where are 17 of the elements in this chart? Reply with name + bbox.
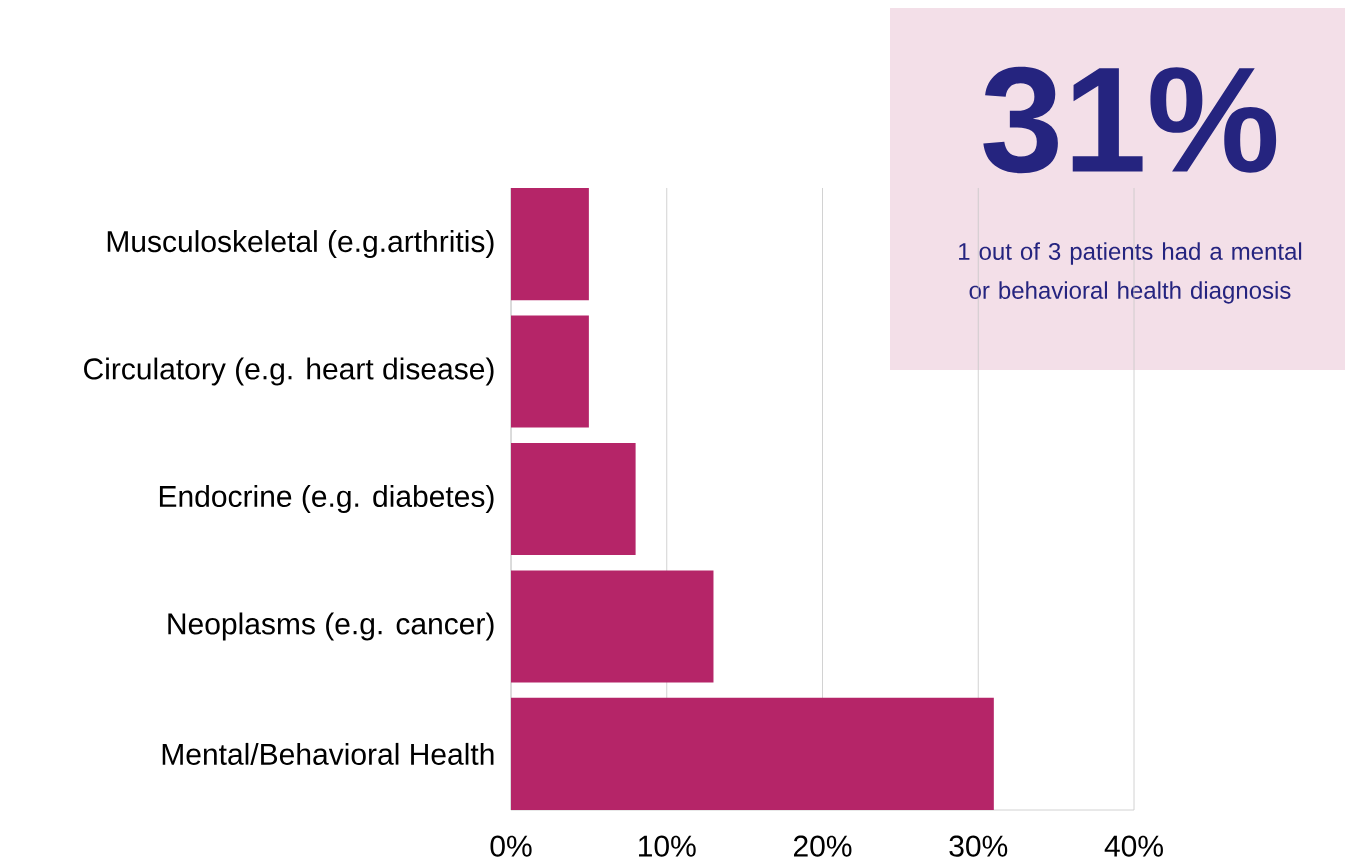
text: 31% bbox=[983, 66, 1277, 174]
y-tick-label: Mental/Behavioral Health bbox=[162, 742, 494, 765]
bar bbox=[511, 570, 714, 683]
bar bbox=[511, 315, 589, 428]
x-tick-label: 40% bbox=[1104, 835, 1163, 857]
x-tick-label: 20% bbox=[793, 835, 852, 857]
bar bbox=[511, 442, 636, 556]
x-tick-label: 30% bbox=[949, 835, 1008, 857]
y-tick-label: Circulatory (e.g. heart disease) bbox=[84, 357, 494, 386]
bar bbox=[511, 188, 589, 301]
annotation: 1 out of 3 patients had a mental or behavioral health diagnosis bbox=[959, 242, 1302, 304]
bar bbox=[511, 697, 994, 810]
x-tick-label: 10% bbox=[639, 835, 696, 857]
y-tick-label: Endocrine (e.g. diabetes) bbox=[159, 485, 494, 513]
y-tick-label: Musculoskeletal (e.g.arthritis) bbox=[107, 230, 494, 259]
x-tick-label: 0% bbox=[490, 835, 532, 857]
y-tick-label: Neoplasms (e.g. cancer) bbox=[168, 612, 494, 641]
